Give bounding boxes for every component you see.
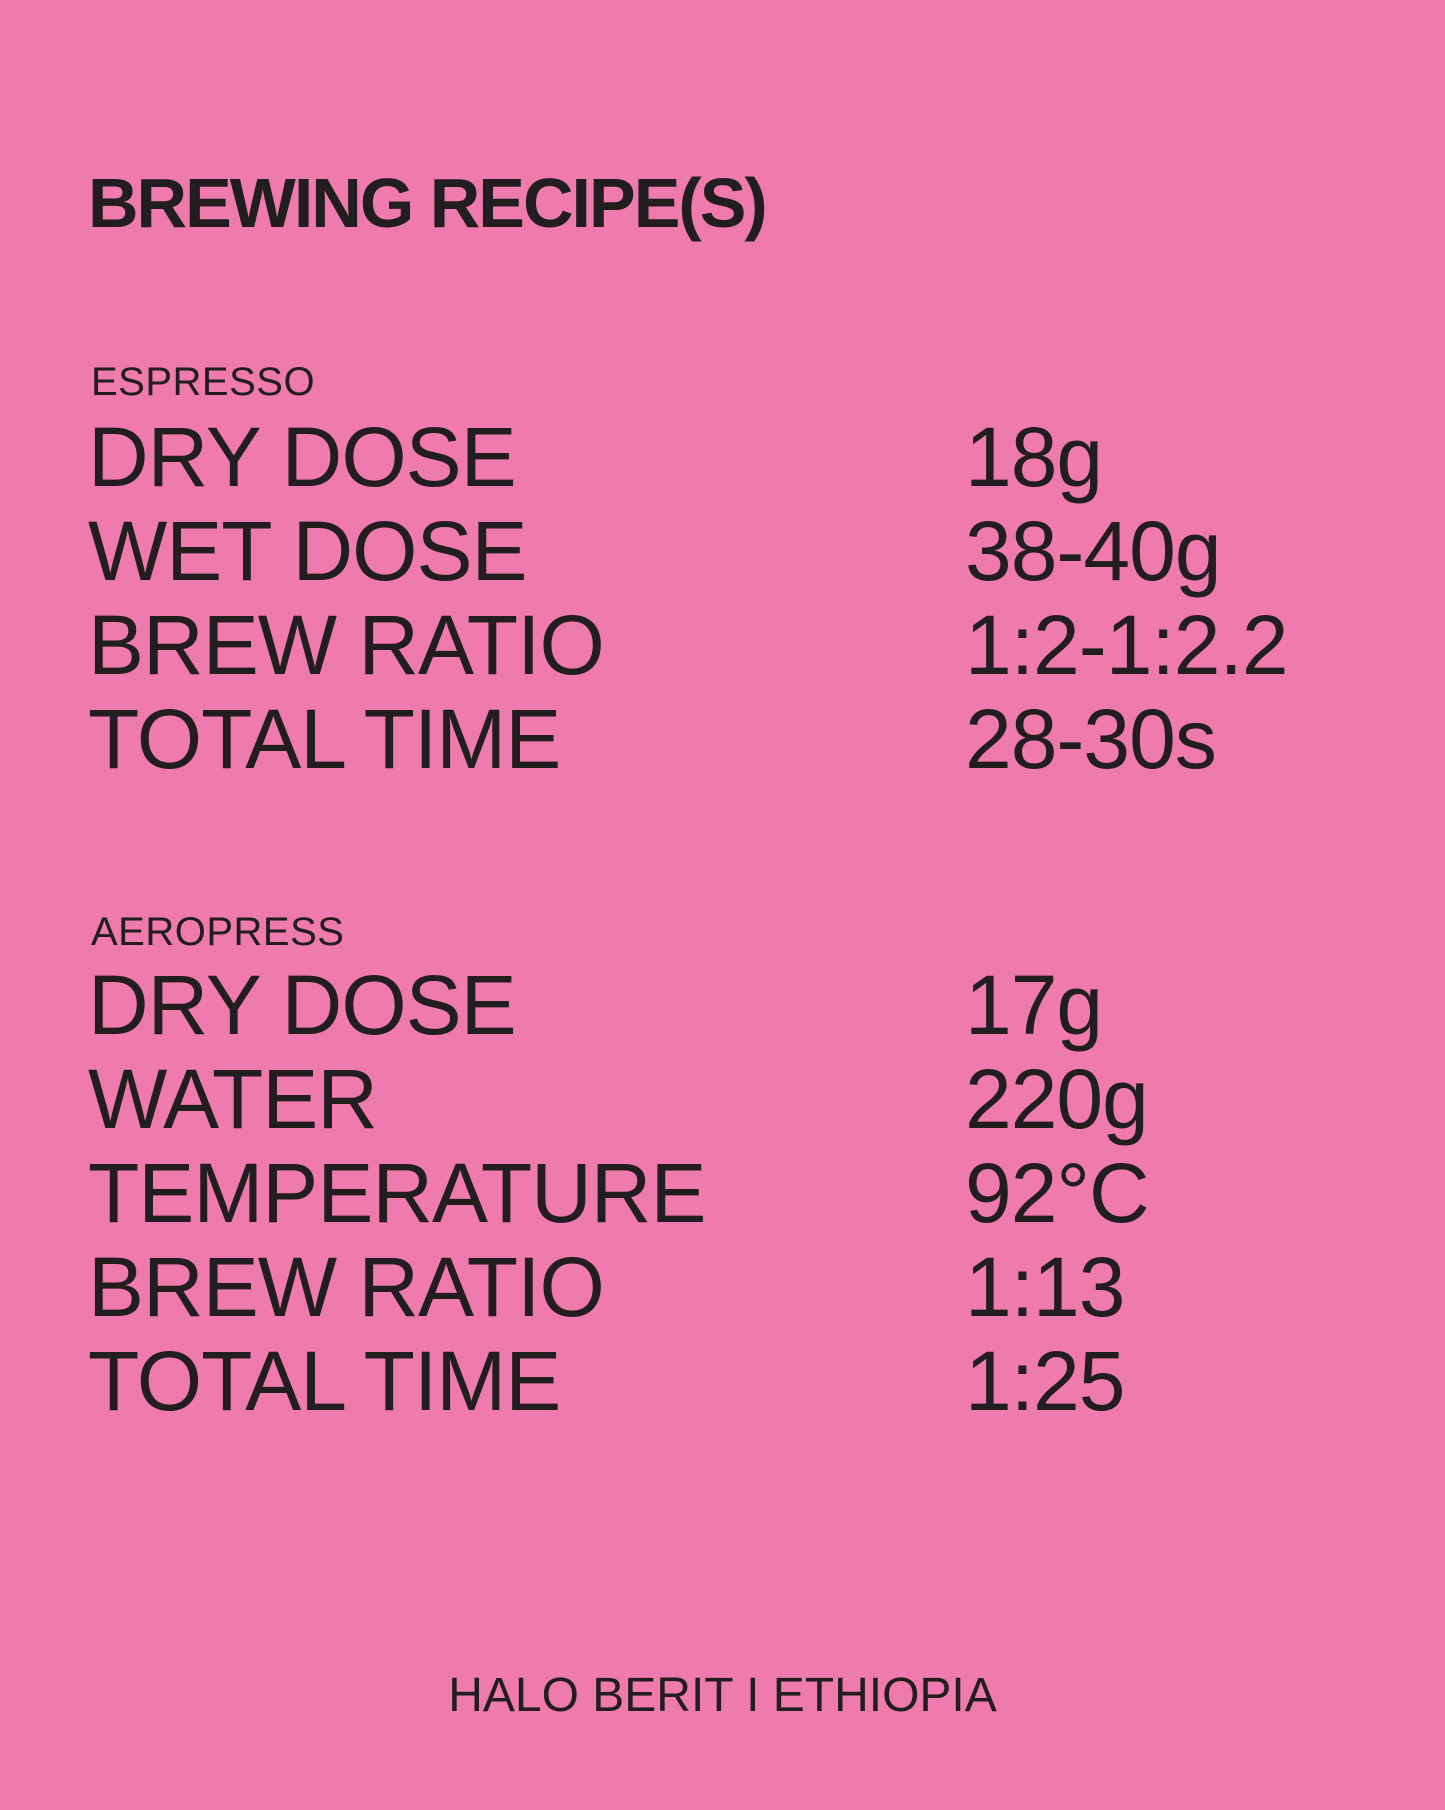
table-row: DRY DOSE 17g (88, 958, 1405, 1052)
table-row: BREW RATIO 1:13 (88, 1240, 1405, 1334)
page-title: BREWING RECIPE(S) (88, 163, 768, 242)
row-value: 38-40g (965, 504, 1222, 598)
table-row: WET DOSE 38-40g (88, 504, 1405, 598)
row-label: WATER (88, 1052, 378, 1146)
row-label: BREW RATIO (88, 1240, 605, 1334)
row-value: 18g (965, 410, 1103, 504)
row-label: DRY DOSE (88, 410, 517, 504)
row-label: TOTAL TIME (88, 692, 561, 786)
table-row: TOTAL TIME 1:25 (88, 1334, 1405, 1428)
section-label-aeropress: AEROPRESS (91, 910, 345, 954)
row-label: TOTAL TIME (88, 1334, 561, 1428)
row-value: 17g (965, 958, 1103, 1052)
row-value: 220g (965, 1052, 1149, 1146)
footer-origin-label: HALO BERIT I ETHIOPIA (448, 1669, 997, 1722)
row-value: 92°C (965, 1146, 1150, 1240)
table-row: TEMPERATURE 92°C (88, 1146, 1405, 1240)
table-row: BREW RATIO 1:2-1:2.2 (88, 598, 1405, 692)
row-label: WET DOSE (88, 504, 527, 598)
row-value: 28-30s (965, 692, 1217, 786)
table-row: WATER 220g (88, 1052, 1405, 1146)
row-value: 1:13 (965, 1240, 1125, 1334)
aeropress-recipe-table: DRY DOSE 17g WATER 220g TEMPERATURE 92°C… (88, 958, 1405, 1428)
table-row: TOTAL TIME 28-30s (88, 692, 1405, 786)
section-label-espresso: ESPRESSO (91, 360, 316, 404)
row-label: TEMPERATURE (88, 1146, 706, 1240)
row-value: 1:2-1:2.2 (965, 598, 1289, 692)
row-value: 1:25 (965, 1334, 1125, 1428)
table-row: DRY DOSE 18g (88, 410, 1405, 504)
row-label: BREW RATIO (88, 598, 605, 692)
row-label: DRY DOSE (88, 958, 517, 1052)
espresso-recipe-table: DRY DOSE 18g WET DOSE 38-40g BREW RATIO … (88, 410, 1405, 786)
